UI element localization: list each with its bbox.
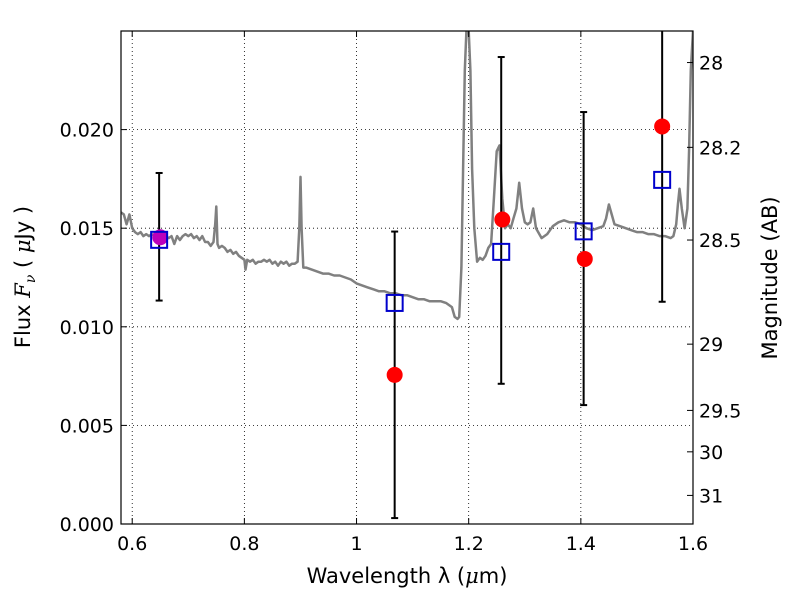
x-tick-label: 0.8 [229, 533, 259, 555]
y-tick-label: 0.005 [60, 415, 114, 437]
observed-flux-point [654, 118, 671, 135]
x-tick-label: 0.6 [117, 533, 147, 555]
model-flux-square [574, 222, 593, 241]
observed-flux-point [386, 366, 403, 383]
y2-tick-label: 28 [699, 53, 723, 75]
y-tick-label: 0.020 [60, 120, 114, 142]
observed-flux-point [576, 250, 593, 267]
y2-tick-label: 30 [699, 442, 723, 464]
axis-ticks: 0.6 0.8 1 1.2 1.4 1.6 0.000 0.005 0.010 0.015 0.02… [60, 31, 741, 555]
y-tick-label: 0.015 [60, 218, 114, 240]
model-flux-square [653, 170, 672, 189]
x-axis-label: Wavelength λ (μm) [307, 564, 508, 588]
x-tick-label: 1.6 [678, 533, 708, 555]
model-flux-square [385, 293, 404, 312]
x-tick-label: 1.4 [566, 533, 596, 555]
observed-flux-point [494, 211, 511, 228]
plot-area [121, 31, 693, 520]
y2-axis-label: Magnitude (AB) [758, 196, 782, 359]
model-spectrum-line [121, 31, 693, 321]
y-tick-label: 0.010 [60, 317, 114, 339]
x-tick-label: 1.2 [454, 533, 484, 555]
x-tick-label: 1 [350, 533, 362, 555]
y2-tick-label: 29 [699, 334, 723, 356]
y2-tick-label: 28.5 [699, 230, 741, 252]
y2-tick-label: 31 [699, 485, 723, 507]
observed-flux-point [152, 229, 169, 246]
plot-frame [120, 30, 694, 525]
model-flux-square [150, 230, 169, 249]
y2-tick-label: 29.5 [699, 400, 741, 422]
grid [121, 31, 694, 524]
model-flux-square [492, 242, 511, 261]
y-axis-label: Flux Fν ( μJy ) [11, 206, 39, 348]
y-tick-label: 0.000 [60, 514, 114, 536]
y2-tick-label: 28.2 [699, 137, 741, 159]
